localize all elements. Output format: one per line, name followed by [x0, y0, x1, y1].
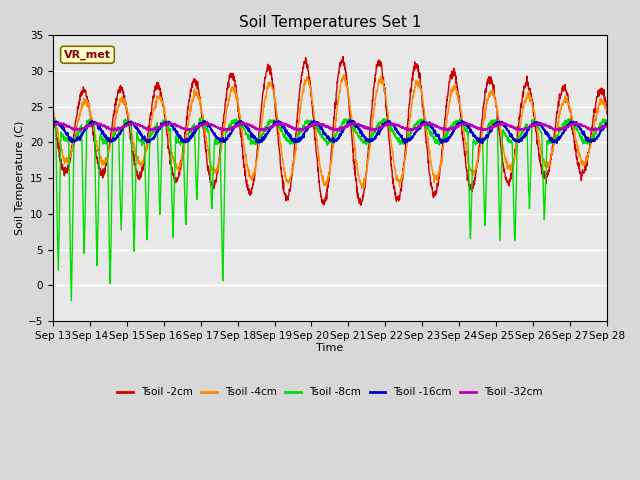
- Tsoil -2cm: [204, 164, 211, 170]
- Tsoil -2cm: [492, 95, 499, 101]
- Tsoil -16cm: [49, 120, 57, 126]
- Tsoil -16cm: [492, 120, 499, 126]
- Tsoil -2cm: [49, 105, 57, 111]
- Tsoil -16cm: [401, 141, 409, 147]
- Tsoil -32cm: [603, 122, 611, 128]
- Tsoil -32cm: [49, 123, 57, 129]
- Tsoil -8cm: [67, 298, 75, 304]
- Tsoil -16cm: [555, 136, 563, 142]
- Tsoil -2cm: [358, 197, 366, 203]
- Tsoil -8cm: [555, 131, 563, 136]
- Line: Tsoil -16cm: Tsoil -16cm: [53, 120, 607, 144]
- Tsoil -8cm: [49, 119, 57, 125]
- Text: VR_met: VR_met: [64, 49, 111, 60]
- Tsoil -4cm: [603, 106, 611, 111]
- Tsoil -8cm: [204, 127, 212, 133]
- Tsoil -4cm: [358, 185, 365, 191]
- Tsoil -2cm: [357, 203, 365, 208]
- Tsoil -4cm: [346, 102, 354, 108]
- Tsoil -32cm: [492, 123, 499, 129]
- Line: Tsoil -8cm: Tsoil -8cm: [53, 118, 607, 301]
- Tsoil -8cm: [358, 138, 366, 144]
- Tsoil -8cm: [492, 119, 499, 124]
- Tsoil -16cm: [346, 117, 354, 123]
- Tsoil -8cm: [346, 121, 354, 127]
- X-axis label: Time: Time: [316, 343, 344, 353]
- Tsoil -4cm: [204, 143, 211, 149]
- Y-axis label: Soil Temperature (C): Soil Temperature (C): [15, 121, 25, 235]
- Line: Tsoil -32cm: Tsoil -32cm: [53, 122, 607, 131]
- Tsoil -2cm: [339, 54, 347, 60]
- Line: Tsoil -4cm: Tsoil -4cm: [53, 75, 607, 188]
- Legend: Tsoil -2cm, Tsoil -4cm, Tsoil -8cm, Tsoil -16cm, Tsoil -32cm: Tsoil -2cm, Tsoil -4cm, Tsoil -8cm, Tsoi…: [113, 383, 547, 401]
- Tsoil -32cm: [204, 120, 211, 126]
- Tsoil -8cm: [570, 122, 578, 128]
- Tsoil -8cm: [603, 119, 611, 124]
- Tsoil -4cm: [340, 72, 348, 78]
- Tsoil -4cm: [570, 125, 578, 131]
- Tsoil -16cm: [346, 119, 354, 125]
- Tsoil -32cm: [371, 128, 379, 134]
- Tsoil -4cm: [358, 183, 366, 189]
- Tsoil -32cm: [358, 123, 366, 129]
- Tsoil -8cm: [196, 115, 204, 121]
- Tsoil -16cm: [204, 119, 211, 125]
- Tsoil -16cm: [603, 122, 611, 128]
- Tsoil -32cm: [346, 122, 354, 128]
- Tsoil -32cm: [570, 121, 578, 127]
- Tsoil -4cm: [492, 96, 499, 102]
- Line: Tsoil -2cm: Tsoil -2cm: [53, 57, 607, 205]
- Tsoil -2cm: [570, 134, 578, 140]
- Tsoil -2cm: [603, 110, 611, 116]
- Tsoil -16cm: [358, 130, 366, 135]
- Tsoil -4cm: [555, 121, 563, 127]
- Tsoil -16cm: [570, 120, 578, 126]
- Tsoil -4cm: [49, 107, 57, 112]
- Tsoil -2cm: [555, 98, 563, 104]
- Tsoil -32cm: [350, 120, 358, 125]
- Tsoil -32cm: [555, 127, 563, 132]
- Title: Soil Temperatures Set 1: Soil Temperatures Set 1: [239, 15, 421, 30]
- Tsoil -2cm: [346, 113, 354, 119]
